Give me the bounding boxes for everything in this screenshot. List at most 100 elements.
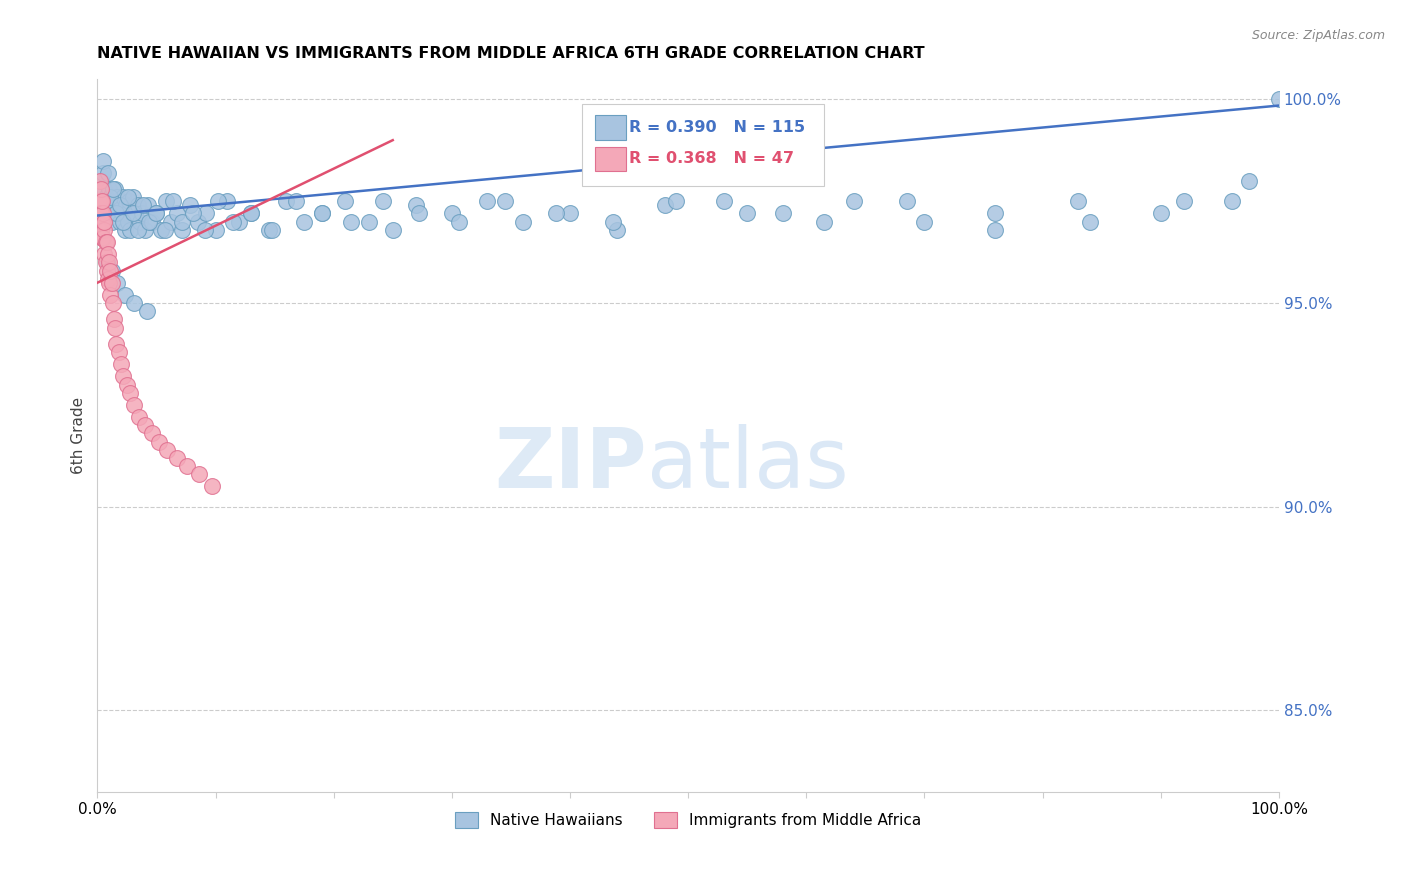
Point (98, 255, 121, 269)
Point (121, 206, 143, 220)
Point (262, 223, 284, 237)
Point (117, 214, 139, 228)
Point (114, 288, 136, 302)
Point (107, 198, 129, 212)
Point (292, 214, 315, 228)
Point (155, 194, 177, 209)
Point (217, 194, 239, 209)
Point (447, 214, 470, 228)
Point (166, 206, 188, 220)
Point (91, 166, 114, 180)
Point (179, 198, 201, 212)
Point (105, 336, 128, 351)
Point (89, 214, 111, 228)
Point (984, 206, 1007, 220)
Point (665, 194, 688, 209)
Point (772, 206, 794, 220)
Point (181, 206, 204, 220)
Point (96, 263, 118, 277)
Point (156, 442, 179, 457)
Point (94, 194, 117, 209)
Point (112, 214, 135, 228)
Point (141, 214, 163, 228)
Point (150, 223, 173, 237)
Point (558, 206, 581, 220)
Point (93, 247, 115, 261)
Point (91, 194, 114, 209)
Point (97, 247, 120, 261)
FancyBboxPatch shape (582, 104, 824, 186)
Point (222, 214, 245, 228)
Point (1078, 214, 1101, 228)
Point (90, 174, 112, 188)
Point (107, 190, 129, 204)
Point (128, 410, 150, 425)
Point (1150, 206, 1173, 220)
Point (112, 369, 135, 384)
Point (115, 377, 138, 392)
Point (105, 206, 128, 220)
Point (90, 223, 112, 237)
Point (104, 320, 127, 334)
Point (91, 153, 114, 168)
Point (90, 182, 112, 196)
Point (96, 198, 118, 212)
Point (204, 223, 226, 237)
Point (284, 194, 307, 209)
Point (195, 206, 218, 220)
Point (93, 182, 115, 196)
FancyBboxPatch shape (595, 115, 626, 140)
Point (96, 235, 118, 249)
Point (134, 418, 156, 433)
Point (103, 312, 125, 326)
Point (101, 182, 124, 196)
Text: atlas: atlas (647, 424, 849, 505)
Text: ZIP: ZIP (495, 424, 647, 505)
Point (134, 223, 156, 237)
Point (121, 190, 143, 204)
Legend: Native Hawaiians, Immigrants from Middle Africa: Native Hawaiians, Immigrants from Middle… (449, 806, 927, 834)
Text: NATIVE HAWAIIAN VS IMMIGRANTS FROM MIDDLE AFRICA 6TH GRADE CORRELATION CHART: NATIVE HAWAIIAN VS IMMIGRANTS FROM MIDDL… (97, 46, 925, 62)
Point (1268, 92, 1291, 106)
Point (108, 214, 131, 228)
Text: R = 0.390   N = 115: R = 0.390 N = 115 (628, 120, 806, 135)
Point (98, 194, 121, 209)
Point (512, 214, 534, 228)
Point (162, 194, 184, 209)
Point (159, 214, 181, 228)
Point (101, 296, 124, 310)
Point (104, 182, 127, 196)
Point (132, 198, 155, 212)
Point (97, 166, 120, 180)
Point (713, 194, 735, 209)
Point (98, 276, 121, 290)
Point (136, 304, 159, 318)
Point (115, 206, 138, 220)
Point (187, 214, 209, 228)
Point (124, 206, 146, 220)
Point (98, 190, 121, 204)
Point (90, 194, 112, 209)
Point (335, 194, 357, 209)
Point (96, 255, 118, 269)
Point (100, 276, 122, 290)
Point (1239, 174, 1261, 188)
Point (108, 198, 131, 212)
Point (107, 276, 129, 290)
Point (606, 223, 628, 237)
Point (984, 223, 1007, 237)
Point (118, 194, 141, 209)
Point (87, 194, 110, 209)
Point (896, 194, 918, 209)
Point (405, 198, 427, 212)
Point (127, 198, 149, 212)
Point (735, 206, 758, 220)
Point (105, 206, 128, 220)
Point (172, 214, 194, 228)
Point (89, 223, 111, 237)
Point (91, 206, 114, 220)
Point (101, 190, 124, 204)
Point (166, 450, 188, 465)
Point (110, 357, 132, 371)
Point (1067, 194, 1090, 209)
